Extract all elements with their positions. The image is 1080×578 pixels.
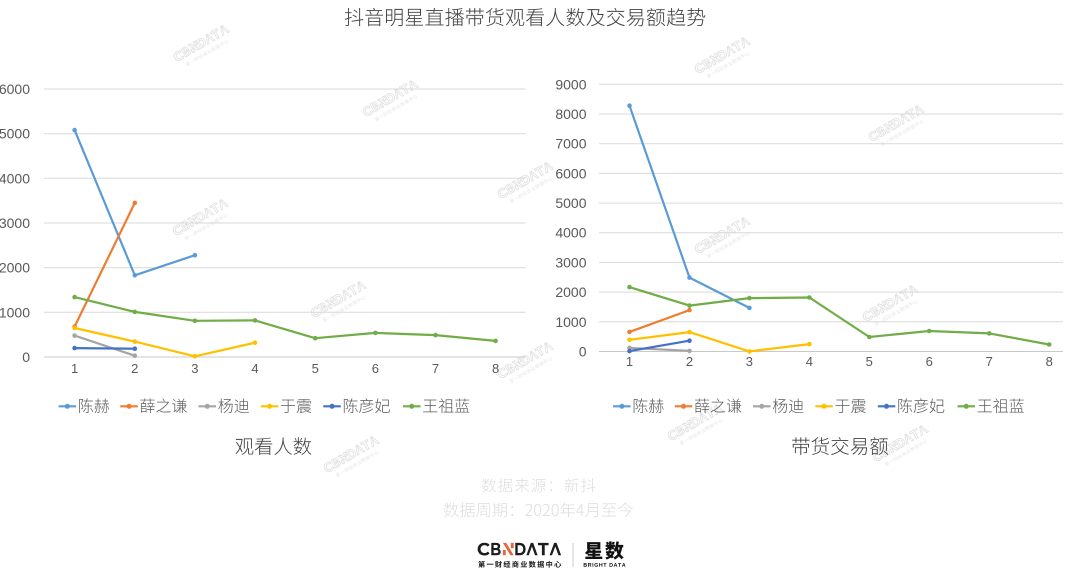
svg-text:5000: 5000 [0, 126, 30, 142]
svg-text:9000: 9000 [555, 76, 586, 92]
svg-text:8: 8 [492, 361, 499, 376]
svg-text:1000: 1000 [555, 314, 586, 330]
svg-text:3000: 3000 [0, 215, 30, 231]
svg-text:6000: 6000 [0, 81, 30, 97]
svg-text:4: 4 [806, 354, 813, 369]
svg-text:0: 0 [579, 344, 587, 360]
svg-text:6: 6 [926, 354, 933, 369]
svg-text:2000: 2000 [555, 284, 586, 300]
svg-text:1000: 1000 [0, 304, 30, 320]
svg-text:7: 7 [432, 361, 439, 376]
svg-text:3: 3 [746, 354, 753, 369]
svg-text:2: 2 [686, 354, 693, 369]
svg-text:3: 3 [191, 361, 198, 376]
svg-text:2000: 2000 [0, 260, 30, 276]
svg-text:8: 8 [1046, 354, 1053, 369]
svg-text:4000: 4000 [555, 225, 586, 241]
svg-text:6: 6 [372, 361, 379, 376]
svg-text:7000: 7000 [555, 136, 586, 152]
svg-text:3000: 3000 [555, 254, 586, 270]
svg-text:1: 1 [71, 361, 78, 376]
svg-text:5: 5 [866, 354, 873, 369]
svg-text:5: 5 [312, 361, 319, 376]
svg-text:7: 7 [986, 354, 993, 369]
svg-text:2: 2 [131, 361, 138, 376]
svg-text:4: 4 [251, 361, 258, 376]
svg-text:4000: 4000 [0, 170, 30, 186]
svg-text:5000: 5000 [555, 195, 586, 211]
svg-text:6000: 6000 [555, 165, 586, 181]
svg-text:0: 0 [22, 349, 30, 365]
svg-text:1: 1 [626, 354, 633, 369]
svg-text:8000: 8000 [555, 106, 586, 122]
